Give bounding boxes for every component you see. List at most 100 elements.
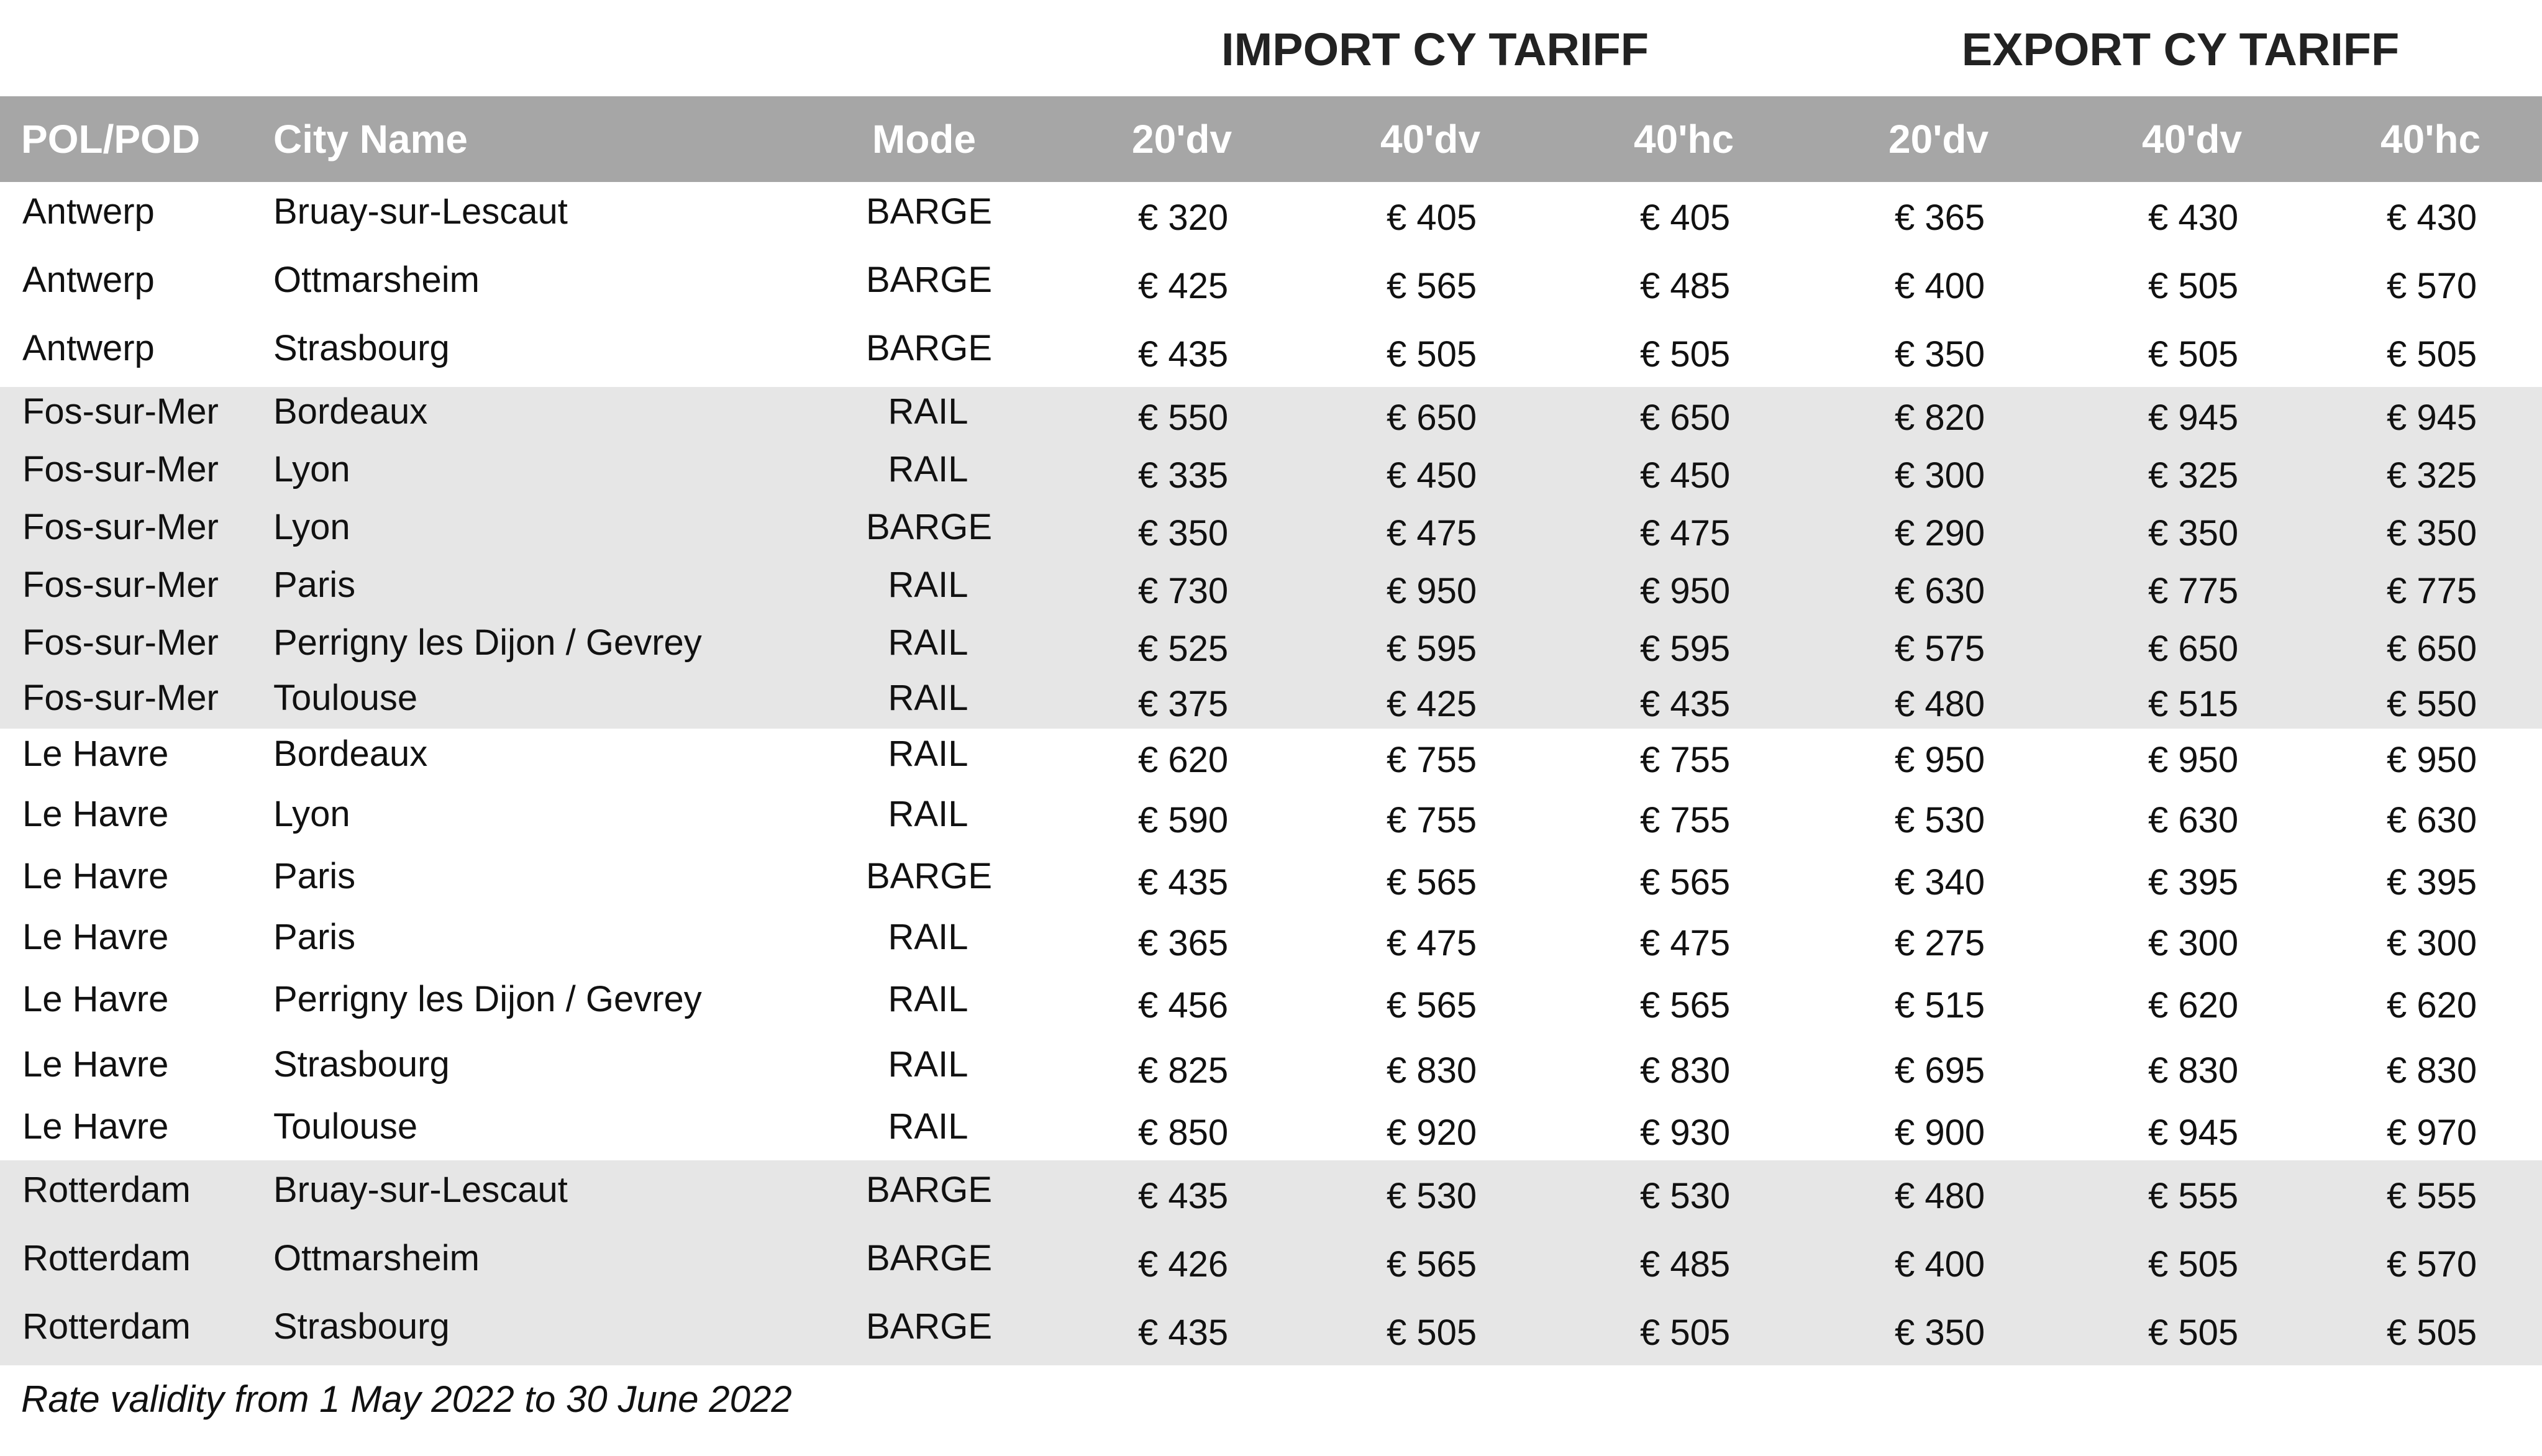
city-name-cell: Lyon xyxy=(273,507,350,547)
import-20dv-cell: € 335 xyxy=(1138,455,1229,496)
mode-cell: RAIL xyxy=(888,1044,968,1085)
export-40hc-cell: € 620 xyxy=(2387,985,2477,1026)
export-20dv-cell: € 275 xyxy=(1895,923,1985,963)
import-20dv-cell: € 435 xyxy=(1138,862,1229,903)
export-40dv-cell: € 950 xyxy=(2148,740,2239,780)
city-name-cell: Toulouse xyxy=(273,1106,418,1147)
city-name-cell: Lyon xyxy=(273,794,350,834)
import-20dv-cell: € 825 xyxy=(1138,1050,1229,1091)
mode-cell: BARGE xyxy=(866,1170,993,1210)
export-40hc-cell: € 570 xyxy=(2387,266,2477,306)
table-row: Le Havre Paris BARGE € 435 € 565 € 565 € 340 € … xyxy=(0,850,2542,912)
import-40dv-cell: € 565 xyxy=(1387,862,1477,903)
import-40dv-cell: € 920 xyxy=(1387,1112,1477,1153)
export-20dv-cell: € 400 xyxy=(1895,266,1985,306)
table-row: Fos-sur-Mer Lyon BARGE € 350 € 475 € 475 € 290… xyxy=(0,503,2542,560)
import-40hc-cell: € 405 xyxy=(1640,198,1731,238)
header-import-40dv: 40'dv xyxy=(1380,117,1481,162)
pol-pod-cell: Le Havre xyxy=(22,856,169,896)
pol-pod-cell: Antwerp xyxy=(22,328,155,368)
mode-cell: BARGE xyxy=(866,1238,993,1278)
export-20dv-cell: € 630 xyxy=(1895,571,1985,611)
mode-cell: BARGE xyxy=(866,507,993,547)
table-row: Fos-sur-Mer Bordeaux RAIL € 550 € 650 € 650 € … xyxy=(0,387,2542,445)
export-20dv-cell: € 290 xyxy=(1895,513,1985,553)
import-20dv-cell: € 850 xyxy=(1138,1112,1229,1153)
import-20dv-cell: € 525 xyxy=(1138,629,1229,669)
export-40dv-cell: € 505 xyxy=(2148,334,2239,375)
import-40dv-cell: € 950 xyxy=(1387,571,1477,611)
mode-cell: RAIL xyxy=(888,391,968,432)
export-20dv-cell: € 820 xyxy=(1895,398,1985,438)
import-20dv-cell: € 435 xyxy=(1138,334,1229,375)
pol-pod-cell: Fos-sur-Mer xyxy=(22,449,219,489)
city-name-cell: Perrigny les Dijon / Gevrey xyxy=(273,979,702,1019)
mode-cell: BARGE xyxy=(866,328,993,368)
pol-pod-cell: Le Havre xyxy=(22,734,169,774)
table-row: Le Havre Lyon RAIL € 590 € 755 € 755 € 530 € 63… xyxy=(0,788,2542,850)
import-40hc-cell: € 450 xyxy=(1640,455,1731,496)
export-40hc-cell: € 630 xyxy=(2387,800,2477,840)
import-40hc-cell: € 950 xyxy=(1640,571,1731,611)
export-40hc-cell: € 505 xyxy=(2387,334,2477,375)
mode-cell: BARGE xyxy=(866,856,993,896)
pol-pod-cell: Rotterdam xyxy=(22,1306,191,1347)
pol-pod-cell: Antwerp xyxy=(22,191,155,232)
export-40dv-cell: € 945 xyxy=(2148,398,2239,438)
import-40hc-cell: € 530 xyxy=(1640,1176,1731,1216)
import-40hc-cell: € 830 xyxy=(1640,1050,1731,1091)
import-40hc-cell: € 485 xyxy=(1640,266,1731,306)
export-20dv-cell: € 480 xyxy=(1895,684,1985,724)
mode-cell: RAIL xyxy=(888,449,968,489)
city-name-cell: Bruay-sur-Lescaut xyxy=(273,1170,568,1210)
export-20dv-cell: € 950 xyxy=(1895,740,1985,780)
export-40dv-cell: € 350 xyxy=(2148,513,2239,553)
city-name-cell: Bordeaux xyxy=(273,734,428,774)
import-40dv-cell: € 755 xyxy=(1387,740,1477,780)
export-40dv-cell: € 630 xyxy=(2148,800,2239,840)
import-20dv-cell: € 425 xyxy=(1138,266,1229,306)
import-40hc-cell: € 595 xyxy=(1640,629,1731,669)
import-40hc-cell: € 565 xyxy=(1640,985,1731,1026)
import-tariff-title: IMPORT CY TARIFF xyxy=(1221,24,1649,75)
mode-cell: RAIL xyxy=(888,565,968,605)
pol-pod-cell: Fos-sur-Mer xyxy=(22,391,219,432)
header-export-20dv: 20'dv xyxy=(1888,117,1989,162)
import-20dv-cell: € 435 xyxy=(1138,1313,1229,1353)
import-40hc-cell: € 435 xyxy=(1640,684,1731,724)
export-40hc-cell: € 430 xyxy=(2387,198,2477,238)
export-40hc-cell: € 970 xyxy=(2387,1112,2477,1153)
city-name-cell: Lyon xyxy=(273,449,350,489)
import-20dv-cell: € 456 xyxy=(1138,985,1229,1026)
export-tariff-title: EXPORT CY TARIFF xyxy=(1961,24,2400,75)
pol-pod-cell: Le Havre xyxy=(22,794,169,834)
import-40hc-cell: € 505 xyxy=(1640,334,1731,375)
import-20dv-cell: € 730 xyxy=(1138,571,1229,611)
city-name-cell: Bordeaux xyxy=(273,391,428,432)
city-name-cell: Strasbourg xyxy=(273,328,450,368)
city-name-cell: Bruay-sur-Lescaut xyxy=(273,191,568,232)
header-mode: Mode xyxy=(872,117,977,162)
export-40hc-cell: € 395 xyxy=(2387,862,2477,903)
export-20dv-cell: € 530 xyxy=(1895,800,1985,840)
import-20dv-cell: € 375 xyxy=(1138,684,1229,724)
import-20dv-cell: € 350 xyxy=(1138,513,1229,553)
import-40hc-cell: € 930 xyxy=(1640,1112,1731,1153)
export-20dv-cell: € 365 xyxy=(1895,198,1985,238)
export-40dv-cell: € 775 xyxy=(2148,571,2239,611)
table-row: Fos-sur-Mer Toulouse RAIL € 375 € 425 € 435 € … xyxy=(0,676,2542,729)
pol-pod-cell: Fos-sur-Mer xyxy=(22,622,219,663)
export-20dv-cell: € 350 xyxy=(1895,334,1985,375)
import-40dv-cell: € 505 xyxy=(1387,334,1477,375)
header-import-20dv: 20'dv xyxy=(1132,117,1232,162)
export-40dv-cell: € 515 xyxy=(2148,684,2239,724)
city-name-cell: Paris xyxy=(273,856,356,896)
export-40dv-cell: € 430 xyxy=(2148,198,2239,238)
export-20dv-cell: € 575 xyxy=(1895,629,1985,669)
mode-cell: BARGE xyxy=(866,1306,993,1347)
table-row: Rotterdam Strasbourg BARGE € 435 € 505 € 505 €… xyxy=(0,1297,2542,1365)
export-40hc-cell: € 570 xyxy=(2387,1244,2477,1285)
import-40dv-cell: € 505 xyxy=(1387,1313,1477,1353)
export-20dv-cell: € 900 xyxy=(1895,1112,1985,1153)
export-40hc-cell: € 775 xyxy=(2387,571,2477,611)
